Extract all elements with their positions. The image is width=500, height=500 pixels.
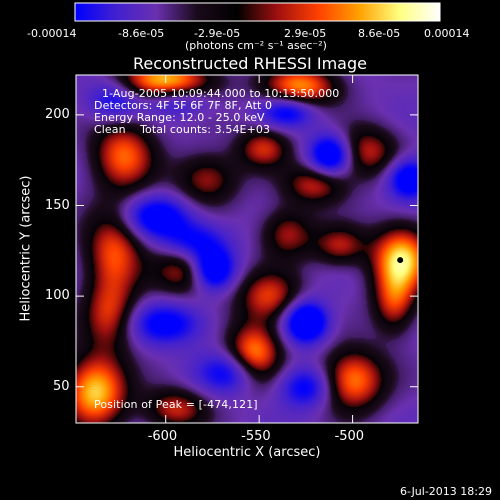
y-axis-title: Heliocentric Y (arcsec): [18, 175, 34, 322]
heatmap-image: [76, 75, 418, 423]
y-tick-label: 150: [45, 197, 70, 213]
y-ticks: [76, 114, 418, 388]
colorbar-tick-label-4: 2.9e-05: [284, 27, 327, 40]
peak-position-label: Position of Peak = [-474,121]: [94, 398, 258, 411]
plot-title: Reconstructed RHESSI Image: [133, 54, 367, 73]
colorbar-tick-label-5: 8.6e-05: [358, 27, 401, 40]
colorbar-tick-label-1: -0.00014: [27, 27, 77, 40]
colorbar-tick-label-2: -8.6e-05: [118, 27, 165, 40]
x-tick-label: -500: [334, 429, 365, 444]
colorbar-tick-label-6: 0.00014: [424, 27, 470, 40]
colorbar-area: [74, 2, 441, 22]
colorbar-units-label: (photons cm⁻² s⁻¹ asec⁻²): [185, 39, 327, 52]
x-axis-title: Heliocentric X (arcsec): [173, 445, 321, 460]
info-clean-counts: Clean Total counts: 3.54E+03: [94, 123, 271, 136]
x-tick-label: -600: [147, 429, 178, 444]
y-tick-label: 50: [53, 378, 70, 394]
y-tick-label: 100: [45, 288, 70, 304]
x-ticks: [165, 75, 354, 423]
y-tick-label: 200: [45, 106, 70, 122]
x-tick-label: -550: [241, 429, 271, 444]
info-energy-range: Energy Range: 12.0 - 25.0 keV: [94, 111, 265, 124]
plot-frame: [75, 74, 419, 424]
info-time-range: 1-Aug-2005 10:09:44.000 to 10:13:50.000: [102, 87, 340, 100]
date-stamp: 6-Jul-2013 18:29: [399, 485, 492, 498]
colorbar: [74, 2, 441, 22]
info-detectors: Detectors: 4F 5F 6F 7F 8F, Att 0: [94, 99, 273, 112]
peak-marker: [397, 257, 404, 264]
colorbar-tick-label-3: -2.9e-05: [194, 27, 241, 40]
